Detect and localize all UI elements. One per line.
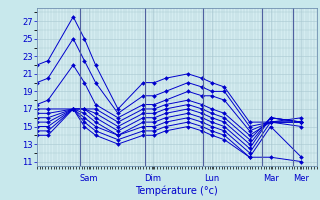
X-axis label: Température (°c): Température (°c)	[135, 185, 218, 196]
